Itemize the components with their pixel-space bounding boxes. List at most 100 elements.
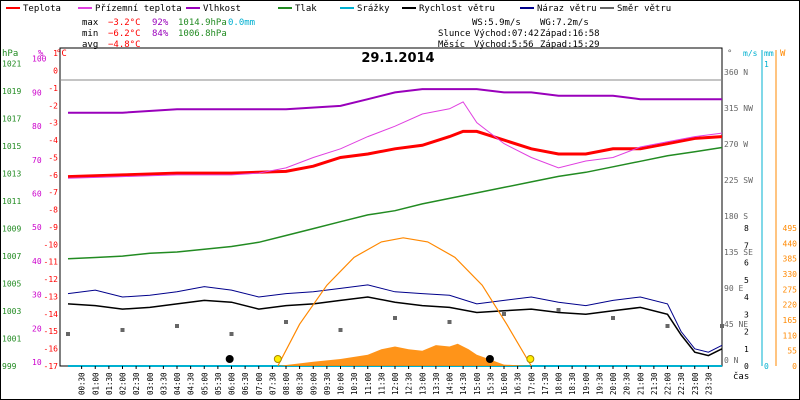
unit-hpa: hPa bbox=[2, 49, 18, 59]
wind-speed-max: WS:5.9m/s bbox=[472, 18, 521, 28]
x-tick-label: 15:00 bbox=[473, 372, 482, 395]
x-tick-label: 06:30 bbox=[241, 372, 250, 395]
humidity-tick-label: 10 bbox=[32, 358, 42, 367]
sunset-time: Západ:16:58 bbox=[540, 29, 600, 39]
x-tick-label: 09:30 bbox=[323, 372, 332, 395]
series-theoretical-solar-line bbox=[277, 237, 532, 367]
temperature-tick-label: 0 bbox=[53, 67, 58, 76]
solar-tick-label: 55 bbox=[787, 347, 797, 356]
temperature-tick-label: -11 bbox=[44, 258, 59, 267]
legend-label: Rychlost větru bbox=[419, 4, 495, 14]
unit-degc: °C bbox=[56, 49, 67, 59]
series-vlhkost-line bbox=[68, 88, 722, 114]
wind-speed-tick-label: 4 bbox=[744, 293, 749, 302]
x-tick-label: 14:30 bbox=[459, 372, 468, 395]
legend-label: Přízemní teplota bbox=[95, 4, 182, 14]
x-tick-label: 02:30 bbox=[132, 372, 141, 395]
stats-min-label: min bbox=[82, 29, 98, 39]
pressure-tick-label: 1003 bbox=[2, 307, 21, 316]
legend-label: Směr větru bbox=[617, 4, 671, 14]
x-tick-label: 23:00 bbox=[691, 372, 700, 395]
x-tick-label: 09:00 bbox=[309, 372, 318, 395]
x-tick-label: 01:30 bbox=[105, 372, 114, 395]
humidity-tick-label: 20 bbox=[32, 324, 42, 333]
x-tick-label: 21:00 bbox=[636, 372, 645, 395]
x-tick-label: 03:00 bbox=[146, 372, 155, 395]
solar-tick-label: 330 bbox=[783, 270, 798, 279]
sunset-marker bbox=[526, 355, 535, 363]
series-teplota-line bbox=[67, 129, 723, 179]
pressure-tick-label: 1021 bbox=[2, 60, 21, 69]
pressure-tick-label: 1009 bbox=[2, 225, 21, 234]
solar-tick-label: 385 bbox=[783, 255, 798, 264]
solar-tick-label: 495 bbox=[783, 224, 798, 233]
wind-dir-point bbox=[611, 316, 615, 320]
x-tick-label: 05:00 bbox=[200, 372, 209, 395]
x-tick-label: 19:30 bbox=[595, 372, 604, 395]
unit-time: čas bbox=[733, 371, 749, 382]
info-block: WS:5.9m/s WG:7.2m/s Slunce Východ:07:42 … bbox=[438, 18, 600, 50]
stats-min-press: 1006.8hPa bbox=[178, 29, 227, 39]
legend-label: Tlak bbox=[295, 4, 317, 14]
pressure-tick-label: 1011 bbox=[2, 197, 21, 206]
legend-label: Srážky bbox=[357, 4, 390, 14]
x-tick-label: 12:30 bbox=[405, 372, 414, 395]
rain-tick-label: 1 bbox=[764, 60, 769, 69]
wind-speed-tick-label: 2 bbox=[744, 328, 749, 337]
wind-dir-point bbox=[556, 308, 561, 312]
wind-speed-tick-label: 3 bbox=[744, 310, 749, 319]
pressure-tick-label: 1001 bbox=[2, 335, 21, 344]
moonset-marker bbox=[485, 355, 494, 363]
stats-max-rain: 0.0mm bbox=[228, 18, 255, 28]
temperature-tick-label: -15 bbox=[44, 327, 59, 336]
x-tick-label: 20:00 bbox=[609, 372, 618, 395]
stats-min-temp: −6.2°C bbox=[108, 29, 141, 39]
series-rychlost-v-tru-line bbox=[67, 296, 723, 357]
humidity-tick-label: 40 bbox=[32, 257, 42, 266]
pressure-tick-label: 1019 bbox=[2, 87, 21, 96]
humidity-tick-label: 70 bbox=[32, 156, 42, 165]
axes: 9991001100310051007100910111013101510171… bbox=[2, 49, 797, 371]
wind-speed-tick-label: 5 bbox=[744, 276, 749, 285]
x-tick-label: 23:30 bbox=[704, 372, 713, 395]
solar-tick-label: 440 bbox=[783, 239, 798, 248]
x-tick-label: 00:30 bbox=[78, 372, 87, 395]
chart-title: 29.1.2014 bbox=[361, 51, 434, 66]
stats-max-press: 1014.9hPa bbox=[178, 18, 227, 28]
stats-avg-label: avg bbox=[82, 40, 98, 50]
moonset-time: Západ:15:29 bbox=[540, 40, 600, 50]
moonrise-marker bbox=[225, 355, 234, 363]
wind-dir-tick-label: 225 SW bbox=[724, 176, 753, 185]
wind-dir-point bbox=[175, 324, 179, 328]
wind-speed-tick-label: 7 bbox=[744, 241, 749, 250]
temperature-tick-label: -1 bbox=[48, 84, 58, 93]
legend: Teplota Přízemní teplota Vlhkost Tlak Srážky… bbox=[6, 4, 671, 14]
stats-max-hum: 92% bbox=[152, 18, 169, 28]
series-solar-radiation-area bbox=[277, 343, 532, 366]
unit-ms: m/s bbox=[743, 49, 758, 58]
unit-mm: mm bbox=[764, 49, 774, 58]
stats-min-hum: 84% bbox=[152, 29, 169, 39]
pressure-tick-label: 1005 bbox=[2, 280, 21, 289]
x-tick-label: 11:00 bbox=[364, 372, 373, 395]
temperature-tick-label: -6 bbox=[48, 171, 58, 180]
x-tick-label: 08:00 bbox=[282, 372, 291, 395]
wind-dir-point bbox=[66, 332, 70, 336]
temperature-tick-label: -8 bbox=[48, 206, 58, 215]
x-tick-label: 18:00 bbox=[555, 372, 564, 395]
temperature-tick-label: -16 bbox=[44, 345, 59, 354]
temperature-tick-label: -2 bbox=[48, 101, 58, 110]
wind-gust-max: WG:7.2m/s bbox=[540, 18, 589, 28]
unit-w: W bbox=[780, 49, 786, 59]
x-tick-label: 13:30 bbox=[432, 372, 441, 395]
wind-dir-tick-label: 0 N bbox=[724, 356, 739, 365]
temperature-tick-label: -10 bbox=[44, 240, 59, 249]
solar-tick-label: 220 bbox=[783, 301, 798, 310]
temperature-tick-label: -5 bbox=[48, 153, 58, 162]
x-tick-label: 14:00 bbox=[446, 372, 455, 395]
wind-dir-point bbox=[229, 332, 234, 336]
wind-dir-point bbox=[502, 312, 506, 316]
plot-area bbox=[59, 47, 723, 367]
x-tick-label: 15:30 bbox=[486, 372, 495, 395]
